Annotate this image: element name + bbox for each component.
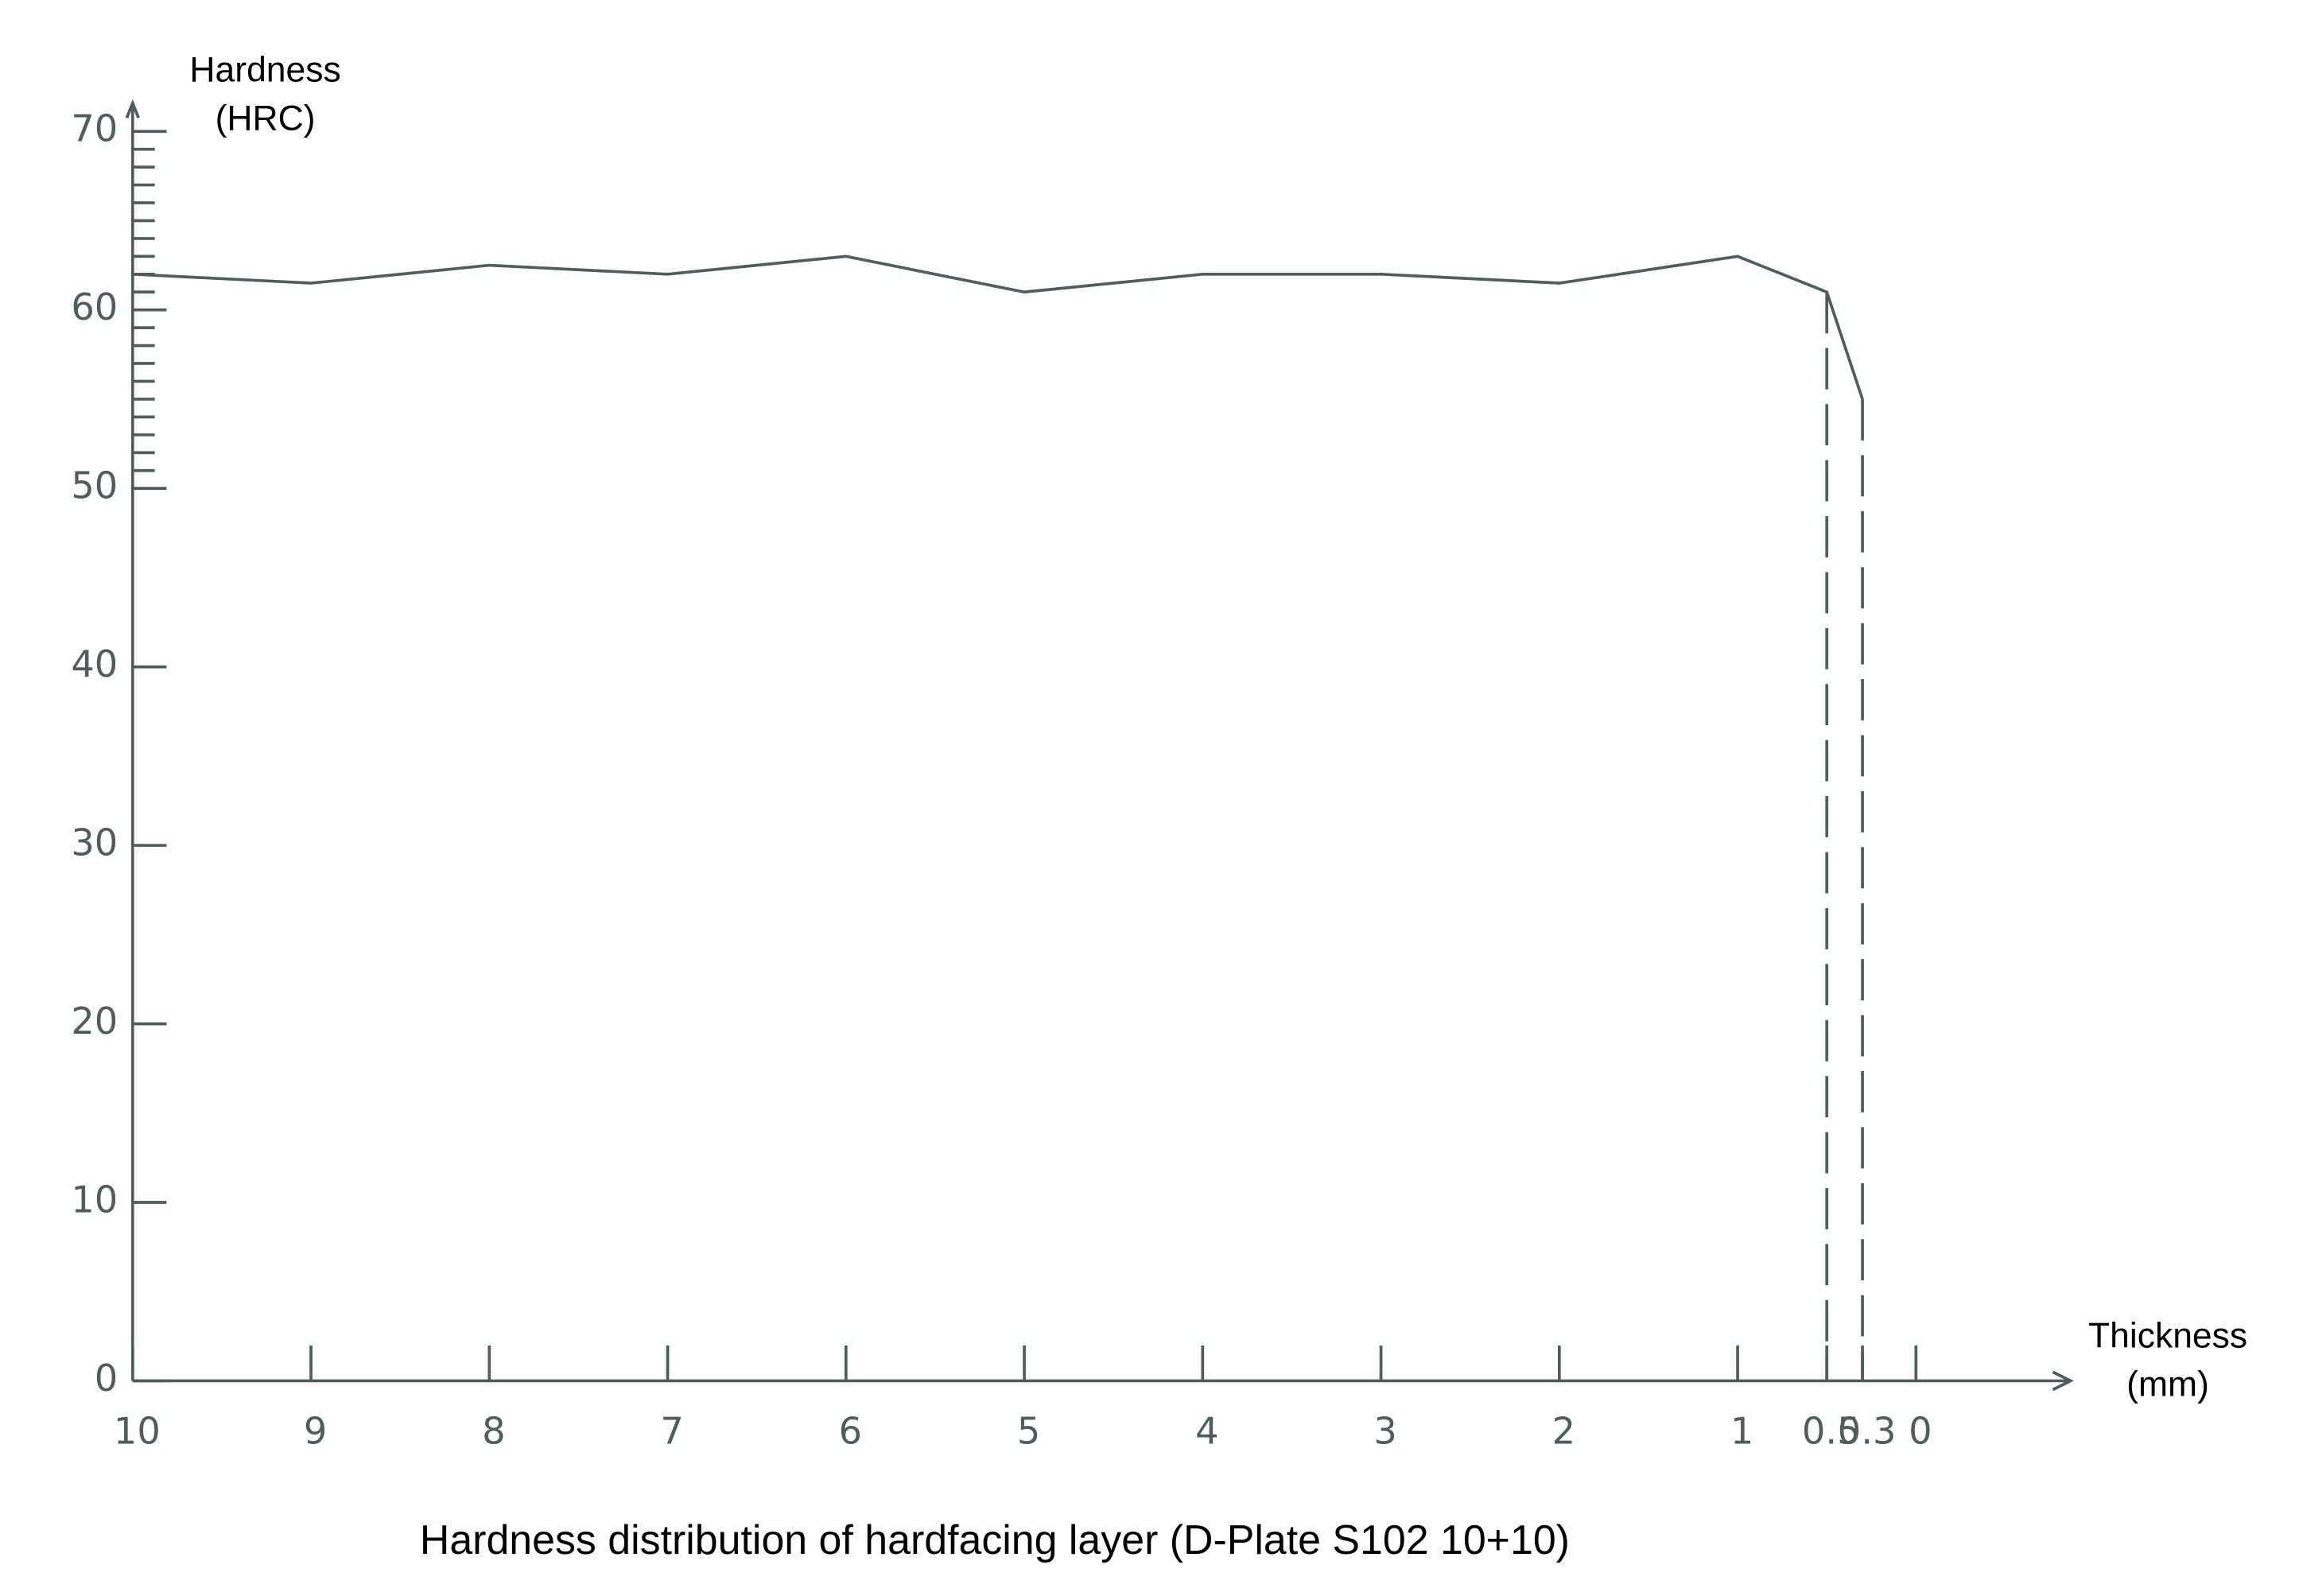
x-tick-label: 10: [114, 1410, 161, 1453]
x-tick-label: 5: [1017, 1410, 1040, 1453]
x-tick-label: 0.5: [1802, 1410, 1861, 1453]
x-tick-label: 0: [1909, 1410, 1932, 1453]
y-tick-label: 0: [95, 1357, 118, 1400]
x-tick-label: 4: [1195, 1410, 1218, 1453]
y-tick-label: 40: [71, 643, 118, 685]
x-tick-label: 6: [839, 1410, 862, 1453]
y-tick-label: 50: [71, 464, 118, 507]
x-tick-label: 8: [482, 1410, 505, 1453]
x-axis-title: Thickness: [2088, 1316, 2247, 1355]
y-tick-label: 10: [71, 1178, 118, 1221]
y-axis-title: Hardness: [189, 51, 340, 90]
x-axis-arrow: [2052, 1370, 2074, 1392]
data-line: [132, 254, 1864, 400]
x-tick-label: 7: [660, 1410, 683, 1453]
y-axis-arrow: [125, 99, 140, 118]
x-axis-title: (mm): [2126, 1365, 2209, 1404]
y-tick-label: 70: [71, 107, 118, 150]
y-tick-label: 30: [71, 821, 118, 864]
y-tick-label: 20: [71, 1000, 118, 1043]
chart-title: Hardness distribution of hardfacing laye…: [420, 1516, 1570, 1563]
y-axis-title: (HRC): [216, 99, 316, 138]
x-tick-label: 9: [304, 1410, 327, 1453]
x-tick-label: 1: [1730, 1410, 1753, 1453]
x-tick-label: 0.3: [1838, 1410, 1897, 1453]
x-tick-label: 2: [1552, 1410, 1575, 1453]
y-tick-label: 60: [71, 285, 118, 328]
x-tick-label: 3: [1373, 1410, 1396, 1453]
